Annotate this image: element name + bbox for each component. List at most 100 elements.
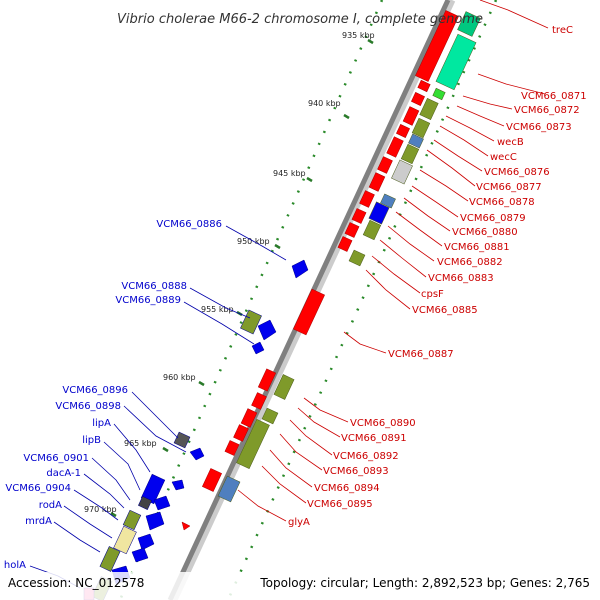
gene-block bbox=[457, 11, 481, 37]
gene-block bbox=[138, 496, 152, 510]
gene-arrow bbox=[351, 208, 367, 224]
tick-label: 935 kbp bbox=[342, 31, 375, 40]
gene-arrow bbox=[291, 259, 309, 279]
leader-line bbox=[456, 105, 505, 127]
gene-label[interactable]: VCM66_0885 bbox=[412, 305, 478, 316]
gene-label[interactable]: VCM66_0888 bbox=[121, 281, 187, 292]
gene-block bbox=[99, 546, 121, 572]
leader-line bbox=[113, 423, 151, 473]
gene-arrow bbox=[396, 124, 410, 138]
gene-arrow bbox=[386, 136, 404, 158]
tick-label: 970 kbp bbox=[84, 505, 117, 514]
leader-line bbox=[303, 397, 349, 423]
gene-label[interactable]: VCM66_0887 bbox=[388, 349, 454, 360]
leader-line bbox=[439, 125, 489, 157]
gene-block bbox=[368, 201, 390, 225]
gene-label[interactable]: VCM66_0890 bbox=[350, 418, 416, 429]
gene-label[interactable]: VCM66_0891 bbox=[341, 433, 407, 444]
gene-label[interactable]: VCM66_0901 bbox=[23, 453, 89, 464]
leader-line bbox=[103, 441, 141, 491]
gene-arrow bbox=[417, 79, 431, 93]
gene-label[interactable]: VCM66_0893 bbox=[323, 466, 389, 477]
gene-label[interactable]: wecB bbox=[497, 137, 524, 148]
leader-line bbox=[419, 169, 469, 202]
gene-label[interactable]: VCM66_0880 bbox=[452, 227, 518, 238]
gene-label[interactable]: VCM66_0873 bbox=[506, 122, 572, 133]
gene-label[interactable]: VCM66_0876 bbox=[484, 167, 550, 178]
gene-label[interactable]: VCM66_0879 bbox=[460, 213, 526, 224]
gene-label[interactable]: mrdA bbox=[25, 516, 52, 527]
gene-block bbox=[432, 87, 446, 101]
gene-label[interactable]: VCM66_0872 bbox=[514, 105, 580, 116]
left-gene-labels: VCM66_0886 VCM66_0888 VCM66_0889 VCM66_0… bbox=[4, 219, 222, 571]
gene-label[interactable]: VCM66_0895 bbox=[307, 499, 373, 510]
inner-dotted-track bbox=[226, 0, 498, 600]
leader-line bbox=[445, 115, 495, 142]
gene-label[interactable]: rodA bbox=[39, 500, 62, 511]
gene-arrow bbox=[293, 288, 325, 336]
leader-line bbox=[91, 457, 131, 501]
gene-label[interactable]: VCM66_0881 bbox=[444, 242, 510, 253]
gene-label[interactable]: VCM66_0871 bbox=[521, 91, 587, 102]
gene-arrow bbox=[153, 495, 171, 511]
leader-line bbox=[297, 407, 341, 438]
gene-block bbox=[273, 374, 295, 400]
leader-line bbox=[83, 473, 125, 509]
gene-block bbox=[173, 431, 191, 449]
gene-label[interactable]: treC bbox=[552, 25, 573, 36]
leader-line bbox=[479, 0, 549, 29]
leader-line bbox=[261, 465, 307, 504]
leader-line bbox=[269, 449, 313, 488]
tick-mark bbox=[274, 243, 281, 250]
gene-block bbox=[217, 475, 241, 503]
gene-label[interactable]: dacA-1 bbox=[46, 468, 81, 479]
gene-label[interactable]: VCM66_0877 bbox=[476, 182, 542, 193]
leader-line bbox=[73, 489, 119, 521]
gene-block bbox=[240, 309, 262, 335]
gene-label[interactable]: VCM66_0883 bbox=[428, 273, 494, 284]
leader-line bbox=[225, 225, 287, 261]
accession-text: Accession: NC_012578 bbox=[8, 576, 144, 590]
gene-label[interactable]: VCM66_0882 bbox=[437, 257, 503, 268]
gene-block bbox=[362, 219, 382, 241]
gene-label[interactable]: VCM66_0894 bbox=[314, 483, 380, 494]
gene-label[interactable]: VCM66_0896 bbox=[62, 385, 128, 396]
gene-label[interactable]: wecC bbox=[490, 152, 517, 163]
gene-arrow bbox=[251, 392, 267, 410]
gene-label[interactable]: lipB bbox=[82, 435, 101, 446]
leader-line bbox=[123, 405, 187, 453]
gene-label[interactable]: lipA bbox=[92, 418, 111, 429]
leader-line bbox=[395, 211, 443, 247]
topology-text: Topology: circular; Length: 2,892,523 bp… bbox=[259, 576, 590, 590]
gene-label[interactable]: VCM66_0892 bbox=[333, 451, 399, 462]
gene-block bbox=[380, 193, 396, 209]
gene-block bbox=[261, 407, 279, 425]
gene-arrow bbox=[359, 190, 375, 208]
gene-arrow bbox=[344, 222, 360, 238]
feature-blocks bbox=[217, 11, 481, 503]
leader-line bbox=[53, 521, 101, 553]
gene-label[interactable]: VCM66_0878 bbox=[469, 197, 535, 208]
gene-label[interactable]: VCM66_0889 bbox=[115, 295, 181, 306]
leader-line bbox=[403, 197, 451, 232]
gene-arrow bbox=[181, 521, 191, 531]
gene-arrow bbox=[202, 468, 222, 492]
gene-arrow bbox=[224, 440, 240, 456]
tick-mark bbox=[343, 113, 350, 120]
gene-label[interactable]: VCM66_0904 bbox=[5, 483, 71, 494]
gene-label[interactable]: glyA bbox=[288, 517, 310, 528]
gene-arrow bbox=[171, 479, 185, 491]
gene-block bbox=[408, 133, 424, 149]
gene-label[interactable]: VCM66_0898 bbox=[55, 401, 121, 412]
leader-line bbox=[63, 505, 113, 539]
tick-label: 960 kbp bbox=[163, 373, 196, 382]
gene-arrow bbox=[337, 236, 353, 252]
gene-label[interactable]: holA bbox=[4, 560, 26, 571]
gene-block bbox=[236, 418, 270, 470]
right-gene-labels: treC VCM66_0871 VCM66_0872 VCM66_0873 we… bbox=[288, 25, 587, 528]
gene-arrow bbox=[131, 547, 149, 563]
gene-label[interactable]: VCM66_0886 bbox=[156, 219, 222, 230]
gene-label[interactable]: cpsF bbox=[421, 289, 444, 300]
